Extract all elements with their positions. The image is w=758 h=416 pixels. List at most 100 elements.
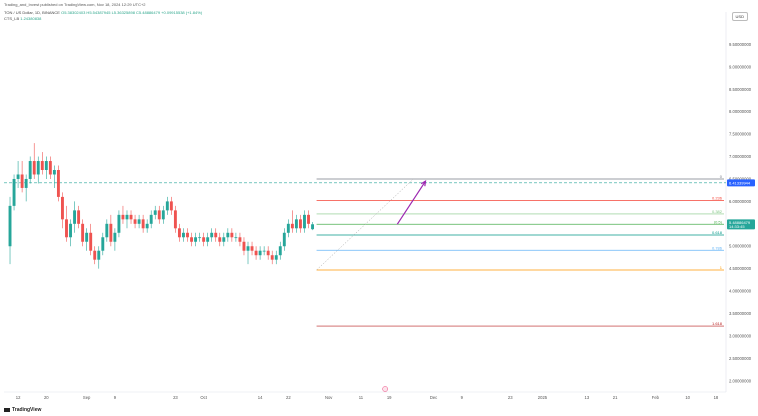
x-tick-label: 2025	[538, 395, 548, 400]
candle-body	[282, 232, 286, 247]
candle-body	[24, 178, 28, 188]
current-price-label: 5.48886479	[729, 220, 751, 225]
candle-body	[105, 223, 109, 238]
brand-name: TradingView	[12, 407, 42, 413]
fib-level-label: 1.618	[712, 321, 723, 326]
candle-body	[206, 237, 210, 242]
y-tick-label: 9.50000000	[729, 42, 752, 47]
candle-body	[254, 250, 258, 256]
candle-body	[8, 205, 12, 247]
projection-arrow-line	[396, 180, 426, 225]
candle-body	[89, 232, 93, 251]
symbol-title: TON / US Dollar, 1D, BINANCE	[4, 10, 60, 15]
candle-body	[165, 201, 169, 211]
candle-body	[77, 210, 81, 224]
tradingview-logo-icon	[4, 408, 10, 412]
y-tick-label: 4.00000000	[729, 289, 752, 294]
x-tick-label: 21	[613, 395, 618, 400]
candle-body	[262, 250, 266, 252]
candle-body	[153, 210, 157, 215]
x-tick-label: Oct	[200, 395, 207, 400]
x-tick-label: 20	[44, 395, 49, 400]
candle-body	[198, 237, 202, 239]
candle-body	[149, 214, 153, 224]
candle-body	[69, 223, 72, 238]
dashed-level-label: 6.41339944	[729, 180, 751, 185]
tradingview-logo: TradingView	[4, 407, 41, 413]
candle-body	[230, 232, 234, 238]
candle-body	[250, 246, 254, 251]
candle-body	[137, 219, 141, 224]
candle-body	[65, 219, 68, 238]
x-tick-label: Dec	[430, 395, 437, 400]
event-marker-icon	[382, 386, 388, 392]
x-tick-label: 14	[258, 395, 263, 400]
x-tick-label: 9	[461, 395, 464, 400]
x-tick-label: 18	[714, 395, 719, 400]
y-tick-label: 7.00000000	[729, 154, 752, 159]
candle-body	[161, 210, 165, 220]
candle-body	[36, 161, 40, 175]
candle-body	[177, 228, 181, 238]
y-tick-label: 6.50000000	[729, 176, 752, 181]
candle-body	[173, 210, 177, 229]
candle-body	[129, 214, 133, 220]
current-price-time: 14:33:45	[729, 224, 745, 229]
projection-arrow-head	[420, 180, 427, 187]
candle-body	[307, 214, 310, 224]
fib-level-label: (0.5)	[714, 219, 723, 224]
candle-body	[141, 219, 145, 229]
y-tick-label: 4.50000000	[729, 266, 752, 271]
candle-body	[194, 237, 198, 242]
y-tick-label: 8.00000000	[729, 109, 752, 114]
x-tick-label: 23	[508, 395, 513, 400]
candle-body	[274, 255, 278, 260]
candle-body	[133, 219, 137, 224]
candle-body	[121, 214, 125, 220]
fib-level-label: 1	[720, 265, 723, 270]
candle-body	[246, 246, 250, 251]
candle-body	[81, 223, 85, 242]
y-tick-label: 5.00000000	[729, 244, 752, 249]
x-tick-label: 19	[387, 395, 392, 400]
candle-body	[113, 232, 117, 242]
candle-body	[258, 250, 262, 256]
candle-body	[56, 170, 60, 197]
candle-body	[12, 178, 16, 206]
candle-body	[20, 174, 24, 188]
indicator-value: 1.24380838	[20, 16, 42, 21]
fib-trend-line	[316, 178, 414, 271]
fib-level-label: 0	[720, 174, 723, 179]
candle-body	[286, 223, 290, 233]
x-tick-label: Feb	[652, 395, 660, 400]
candle-body	[61, 196, 64, 220]
currency-button[interactable]: USD	[731, 12, 748, 21]
candle-body	[311, 224, 314, 230]
candle-body	[85, 232, 89, 242]
x-tick-label: Sep	[83, 395, 91, 400]
candle-body	[214, 232, 218, 238]
y-tick-label: 2.00000000	[729, 378, 752, 383]
candle-body	[97, 250, 101, 260]
candle-body	[218, 237, 222, 242]
candle-body	[226, 232, 230, 238]
y-tick-label: 2.50000000	[729, 356, 752, 361]
candle-body	[28, 161, 32, 179]
candle-body	[109, 223, 113, 242]
x-tick-label: 11	[359, 395, 364, 400]
symbol-legend: TON / US Dollar, 1D, BINANCE O5.38302403…	[4, 10, 202, 22]
x-tick-label: 22	[286, 395, 291, 400]
candle-body	[117, 214, 121, 233]
candle-body	[182, 232, 185, 238]
x-tick-label: 9	[114, 395, 117, 400]
y-tick-label: 3.00000000	[729, 333, 752, 338]
candle-body	[298, 219, 302, 229]
y-tick-label: 7.50000000	[729, 132, 752, 137]
x-tick-label: 13	[585, 395, 590, 400]
ohlc-values: O5.38302403 H5.54387945 L5.36325898 C5.4…	[61, 10, 203, 15]
candle-body	[294, 219, 298, 229]
candle-body	[44, 161, 48, 170]
x-tick-label: 10	[685, 395, 690, 400]
y-tick-label: 3.50000000	[729, 311, 752, 316]
